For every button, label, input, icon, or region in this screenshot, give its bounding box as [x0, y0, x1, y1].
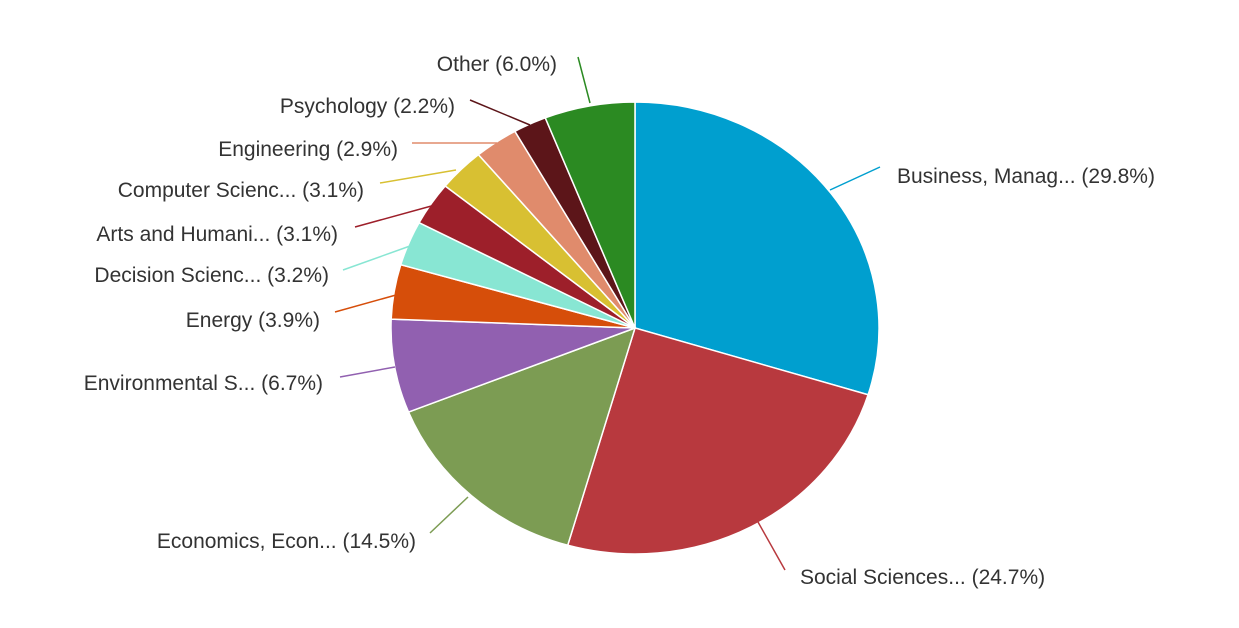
slice-label: Decision Scienc... (3.2%) — [94, 264, 329, 287]
leader-line — [342, 245, 411, 271]
leader-line — [334, 294, 397, 313]
pie-slice — [634, 101, 880, 396]
leader-line — [429, 496, 469, 534]
slice-label: Energy (3.9%) — [186, 309, 320, 332]
pie-slice — [407, 326, 637, 547]
leader-line — [577, 56, 591, 104]
slice-label: Engineering (2.9%) — [218, 138, 398, 161]
leader-line — [354, 204, 436, 228]
slice-label: Arts and Humani... (3.1%) — [96, 223, 338, 246]
leader-lines — [334, 56, 881, 571]
slice-label: Business, Manag... (29.8%) — [897, 165, 1155, 188]
slice-label: Economics, Econ... (14.5%) — [157, 530, 416, 553]
slice-label: Environmental S... (6.7%) — [84, 372, 323, 395]
slice-labels: Business, Manag... (29.8%) Social Science… — [84, 53, 1155, 589]
slice-label: Computer Scienc... (3.1%) — [118, 179, 364, 202]
pie-slice — [566, 327, 870, 555]
leader-line — [379, 169, 457, 184]
slice-label: Psychology (2.2%) — [280, 95, 455, 118]
leader-line — [829, 166, 881, 191]
leader-line — [339, 366, 396, 378]
slice-label: Social Sciences... (24.7%) — [800, 566, 1045, 589]
leader-line — [757, 521, 786, 571]
pie-slices — [390, 101, 880, 555]
pie-slice — [544, 101, 636, 329]
leader-line — [469, 99, 531, 126]
slice-label: Other (6.0%) — [437, 53, 557, 76]
